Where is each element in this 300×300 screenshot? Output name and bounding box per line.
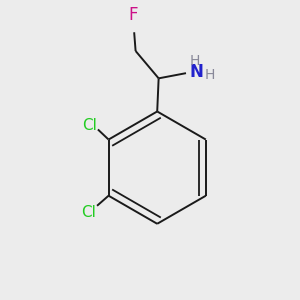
Text: H: H — [190, 54, 200, 68]
Text: F: F — [128, 6, 137, 24]
Text: H: H — [205, 68, 215, 83]
Text: Cl: Cl — [82, 118, 97, 133]
Text: N: N — [190, 63, 203, 81]
Text: Cl: Cl — [81, 205, 96, 220]
